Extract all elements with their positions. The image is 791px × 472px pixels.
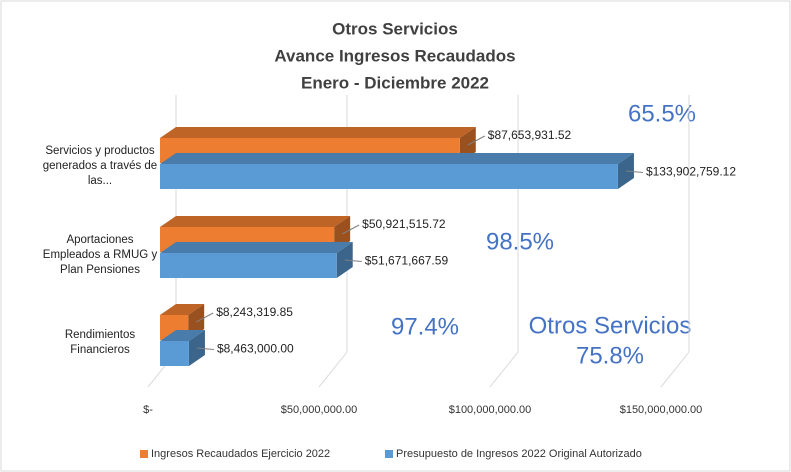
- leader-line: [467, 135, 486, 146]
- bar-top: [160, 216, 351, 227]
- x-tick-label: $-: [143, 404, 153, 416]
- bar-top: [160, 127, 476, 138]
- grid-line: [318, 351, 348, 388]
- annotation: 98.5%: [486, 228, 554, 255]
- y-tick-label: Rendimientos Financieros: [64, 329, 136, 356]
- x-tick-label: $50,000,000.00: [281, 404, 357, 416]
- bar-top: [160, 330, 205, 341]
- legend-swatch: [385, 450, 393, 458]
- annotation: Otros Servicios: [529, 312, 692, 339]
- bar: [160, 341, 189, 366]
- chart-title: Otros Servicios: [332, 19, 458, 38]
- bar-top: [160, 153, 634, 164]
- annotation: 75.8%: [576, 342, 644, 369]
- data-label: $8,463,000.00: [217, 342, 294, 356]
- bar-top: [160, 304, 205, 315]
- data-label: $50,921,515.72: [362, 217, 446, 231]
- annotation: 97.4%: [391, 313, 459, 340]
- y-tick-label: Servicios y productos generados a través…: [42, 144, 158, 187]
- leader-line: [625, 170, 643, 173]
- data-label: $51,671,667.59: [365, 254, 449, 268]
- annotation: 65.5%: [628, 100, 696, 127]
- chart-subtitle: Enero - Diciembre 2022: [301, 73, 489, 92]
- y-tick-label: Aportaciones Empleados a RMUG y Plan Pen…: [42, 233, 158, 276]
- grid-line: [489, 351, 519, 388]
- x-tick-label: $150,000,000.00: [620, 404, 703, 416]
- legend-label: Presupuesto de Ingresos 2022 Original Au…: [396, 448, 642, 460]
- leader-line: [341, 224, 360, 235]
- bar: [160, 253, 337, 278]
- legend-swatch: [140, 450, 148, 458]
- bar: [160, 164, 618, 189]
- data-label: $133,902,759.12: [646, 165, 736, 179]
- bar-top: [160, 242, 353, 253]
- leader-line: [344, 259, 362, 262]
- grid-line: [660, 351, 690, 388]
- leader-line: [195, 312, 214, 323]
- leader-line: [196, 347, 214, 350]
- data-label: $87,653,931.52: [488, 128, 572, 142]
- x-tick-label: $100,000,000.00: [449, 404, 532, 416]
- data-label: $8,243,319.85: [216, 305, 293, 319]
- chart-subtitle: Avance Ingresos Recaudados: [274, 46, 515, 65]
- legend-label: Ingresos Recaudados Ejercicio 2022: [151, 448, 330, 460]
